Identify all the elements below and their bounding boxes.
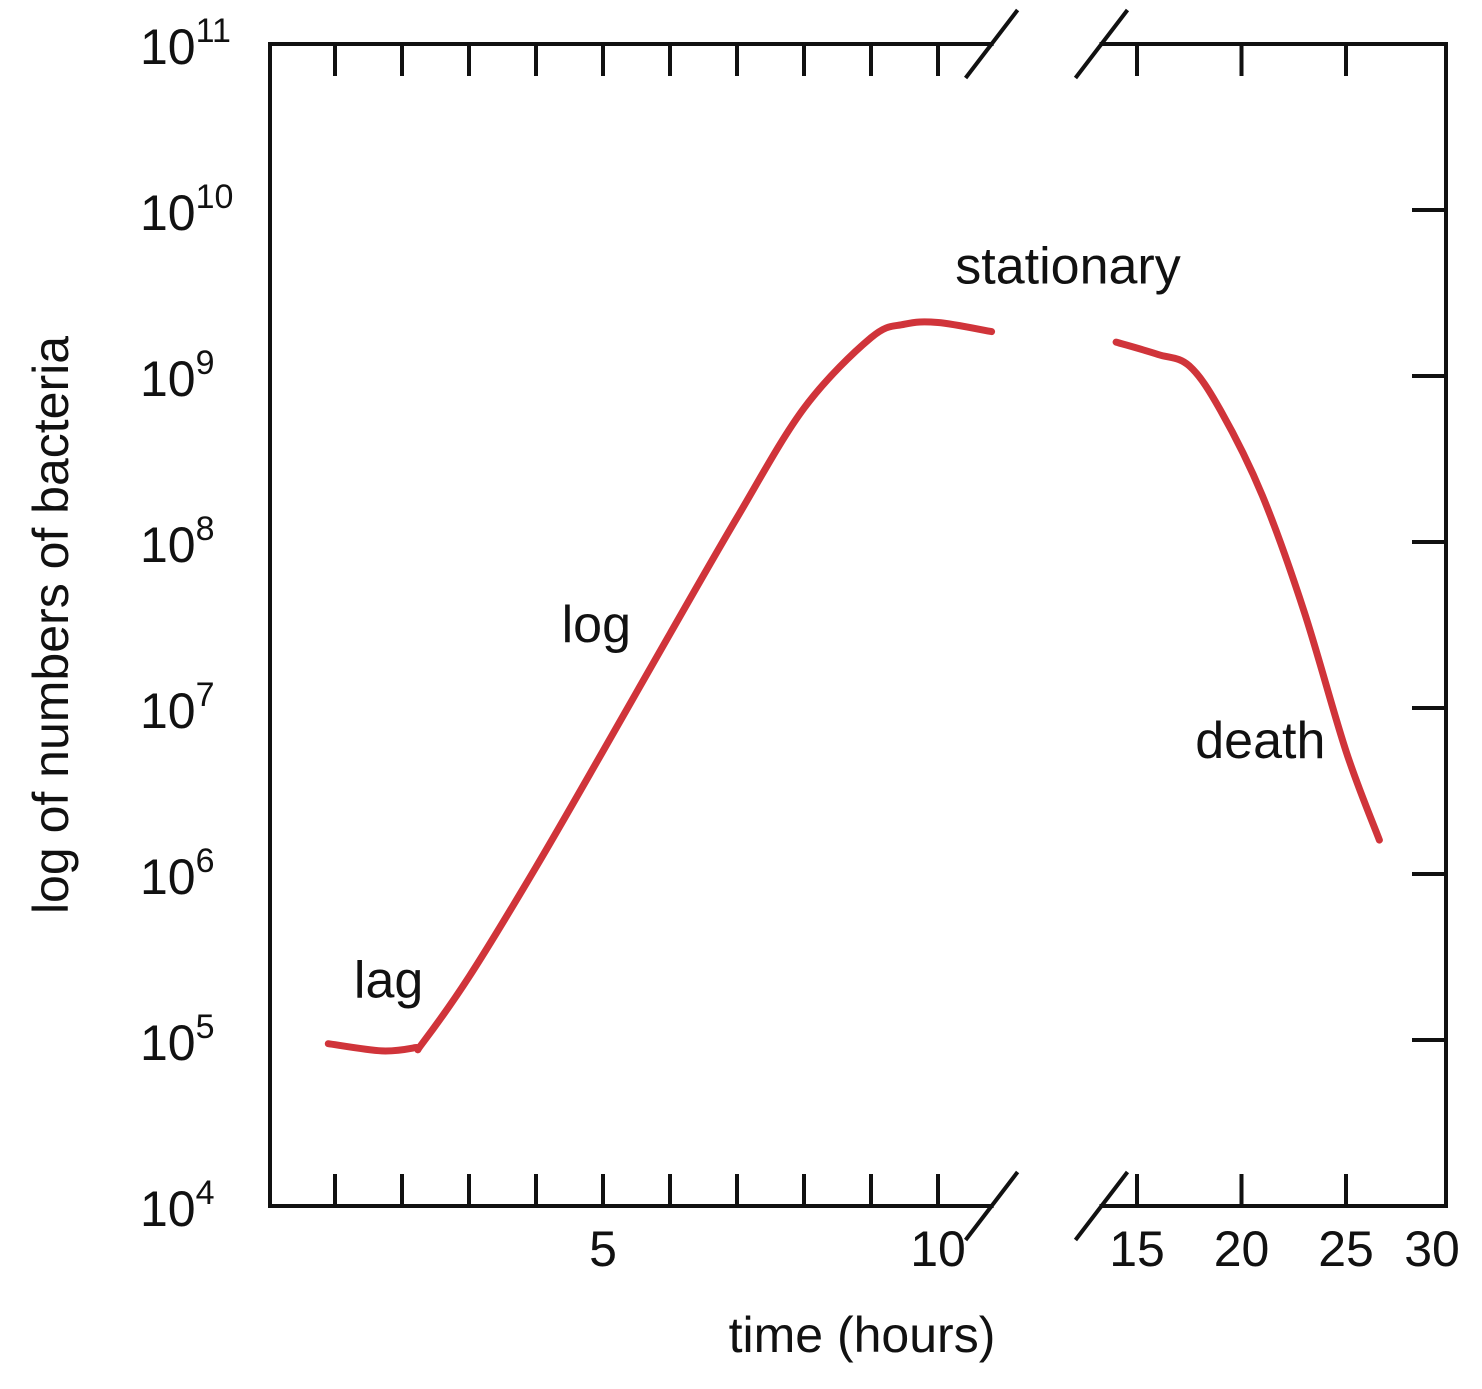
x-axis-title: time (hours) [729, 1307, 996, 1363]
y-tick-label-exponent: 5 [196, 1008, 215, 1046]
y-tick-label-base: 10 [140, 517, 196, 573]
y-tick-label-7: 107 [140, 676, 215, 739]
phase-label-log: log [562, 596, 631, 654]
y-tick-label-4: 104 [140, 1174, 215, 1237]
axis-ticks [333, 44, 1446, 1206]
growth-curve-before-break [324, 318, 996, 1055]
axis-break-mark-top-1 [964, 8, 1020, 80]
y-tick-label-exponent: 9 [196, 344, 215, 382]
y-tick-label-5: 105 [140, 1008, 215, 1071]
y-tick-label-exponent: 11 [196, 12, 231, 50]
axis-break-mark-top-2 [1073, 8, 1130, 80]
y-tick-label-exponent: 10 [196, 178, 234, 216]
y-tick-label-base: 10 [140, 185, 196, 241]
phase-label-stationary: stationary [955, 238, 1180, 296]
y-tick-label-base: 10 [140, 1181, 196, 1237]
x-tick-label-15: 15 [1109, 1221, 1165, 1277]
y-tick-label-8: 108 [140, 510, 215, 573]
x-tick-label-5: 5 [589, 1221, 617, 1277]
y-tick-label-base: 10 [140, 849, 196, 905]
growth-curve-after-break [1112, 338, 1383, 844]
phase-label-lag: lag [354, 952, 423, 1010]
phase-labels: lag log stationary death [354, 238, 1325, 1010]
y-tick-label-exponent: 4 [196, 1174, 215, 1212]
y-axis-title: log of numbers of bacteria [23, 336, 79, 914]
axis-break-mark-bottom-2 [1073, 1170, 1130, 1242]
x-tick-label-25: 25 [1318, 1221, 1374, 1277]
y-tick-label-9: 109 [140, 344, 215, 407]
y-tick-label-exponent: 6 [196, 842, 215, 880]
y-tick-label-base: 10 [140, 19, 196, 75]
y-tick-label-exponent: 8 [196, 510, 215, 548]
x-tick-labels: 5 10 15 20 25 30 [589, 1221, 1460, 1277]
growth-curve-series [324, 318, 1383, 1055]
x-tick-label-10: 10 [910, 1221, 966, 1277]
phase-label-death: death [1195, 712, 1325, 770]
x-tick-label-30: 30 [1404, 1221, 1460, 1277]
y-tick-label-base: 10 [140, 683, 196, 739]
plot-frame [268, 8, 1448, 1242]
y-tick-label-10: 1010 [140, 178, 233, 241]
y-tick-label-base: 10 [140, 1015, 196, 1071]
y-tick-label-6: 106 [140, 842, 215, 905]
x-tick-label-20: 20 [1214, 1221, 1270, 1277]
axis-break-mark-bottom-1 [964, 1170, 1020, 1242]
y-tick-label-base: 10 [140, 351, 196, 407]
y-tick-label-11: 1011 [140, 12, 231, 75]
y-tick-label-exponent: 7 [196, 676, 215, 714]
